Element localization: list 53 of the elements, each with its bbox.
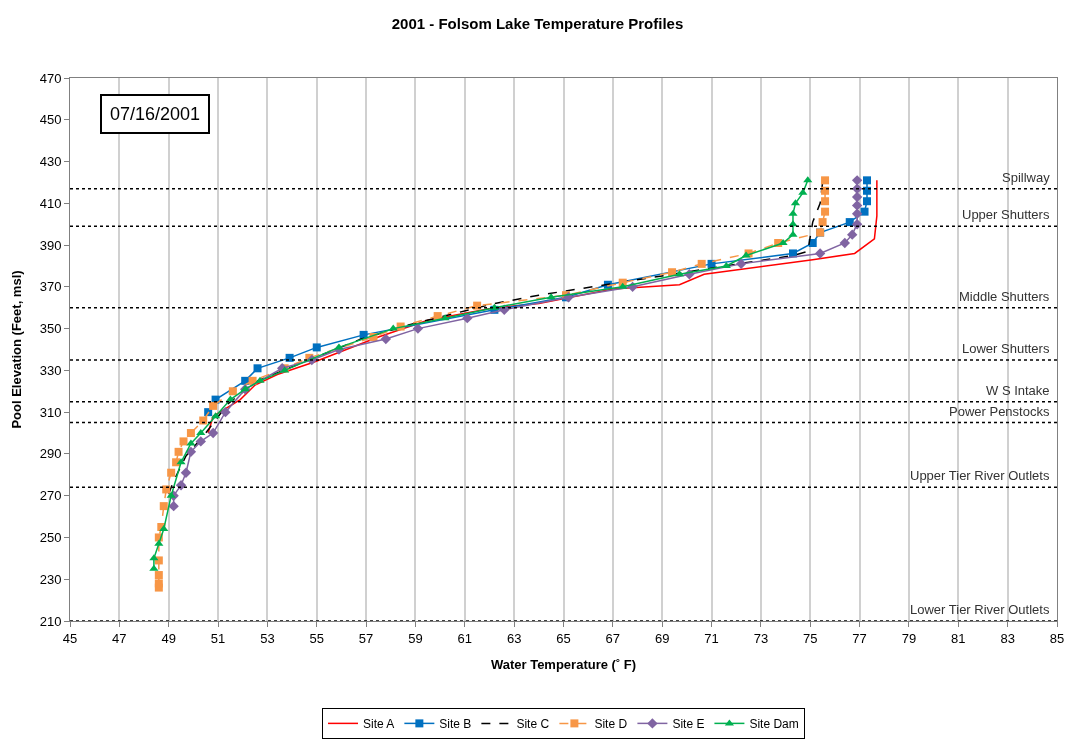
y-tick-label: 450 (39, 112, 62, 128)
x-tick-label: 45 (62, 630, 78, 646)
ref-line-label: Lower Shutters (962, 341, 1050, 356)
x-tick-label: 65 (556, 630, 571, 646)
y-tick-label: 350 (39, 321, 62, 337)
x-tick-label: 83 (1000, 630, 1015, 646)
x-tick-label: 81 (951, 630, 966, 646)
legend-label: Site C (516, 717, 550, 732)
y-tick-label: 250 (39, 530, 62, 546)
ref-line-label: Upper Shutters (962, 207, 1050, 222)
x-tick-label: 73 (753, 630, 769, 646)
legend-label: Site D (594, 717, 628, 732)
chart-title: 2001 - Folsom Lake Temperature Profiles (391, 15, 684, 33)
x-tick-label: 77 (852, 630, 867, 646)
y-tick-label: 410 (39, 195, 62, 211)
y-tick-label: 330 (39, 362, 62, 378)
ref-line-label: W S Intake (986, 383, 1050, 398)
y-tick-label: 430 (39, 154, 62, 170)
y-tick-label: 370 (39, 279, 62, 295)
legend-label: Site B (439, 717, 472, 732)
x-axis-title: Water Temperature (˚ F) (490, 657, 637, 673)
x-tick-label: 51 (210, 630, 226, 646)
x-tick-label: 67 (605, 630, 621, 646)
y-tick-label: 270 (39, 488, 62, 504)
x-tick-label: 71 (704, 630, 719, 646)
y-tick-label: 310 (39, 404, 62, 420)
x-tick-label: 59 (408, 630, 423, 646)
x-tick-label: 79 (901, 630, 917, 646)
ref-line-label: Middle Shutters (959, 289, 1050, 304)
y-tick-label: 210 (39, 613, 62, 629)
ref-line-label: Spillway (1002, 170, 1051, 185)
x-tick-label: 75 (803, 630, 818, 646)
legend-label: Site E (672, 717, 705, 732)
y-tick-label: 290 (39, 446, 62, 462)
x-tick-label: 61 (457, 630, 473, 646)
annotation: 07/16/2001 (110, 104, 201, 124)
x-tick-label: 85 (1049, 630, 1065, 646)
x-tick-label: 55 (309, 630, 324, 646)
x-tick-label: 49 (161, 630, 176, 646)
y-tick-label: 390 (39, 237, 62, 253)
x-tick-label: 47 (112, 630, 127, 646)
ref-line-label: Upper Tier River Outlets (910, 468, 1050, 483)
legend-label: Site A (363, 717, 395, 732)
x-tick-label: 69 (654, 630, 670, 646)
x-tick-label: 53 (260, 630, 275, 646)
ref-line-label: Power Penstocks (949, 404, 1050, 419)
legend-label: Site Dam (749, 717, 799, 732)
x-tick-label: 63 (506, 630, 522, 646)
x-tick-label: 57 (358, 630, 374, 646)
y-tick-label: 470 (39, 70, 62, 86)
y-tick-label: 230 (39, 571, 62, 587)
y-axis-title: Pool Elevation (Feet, msl) (8, 270, 24, 429)
ref-line-label: Lower Tier River Outlets (910, 602, 1050, 617)
